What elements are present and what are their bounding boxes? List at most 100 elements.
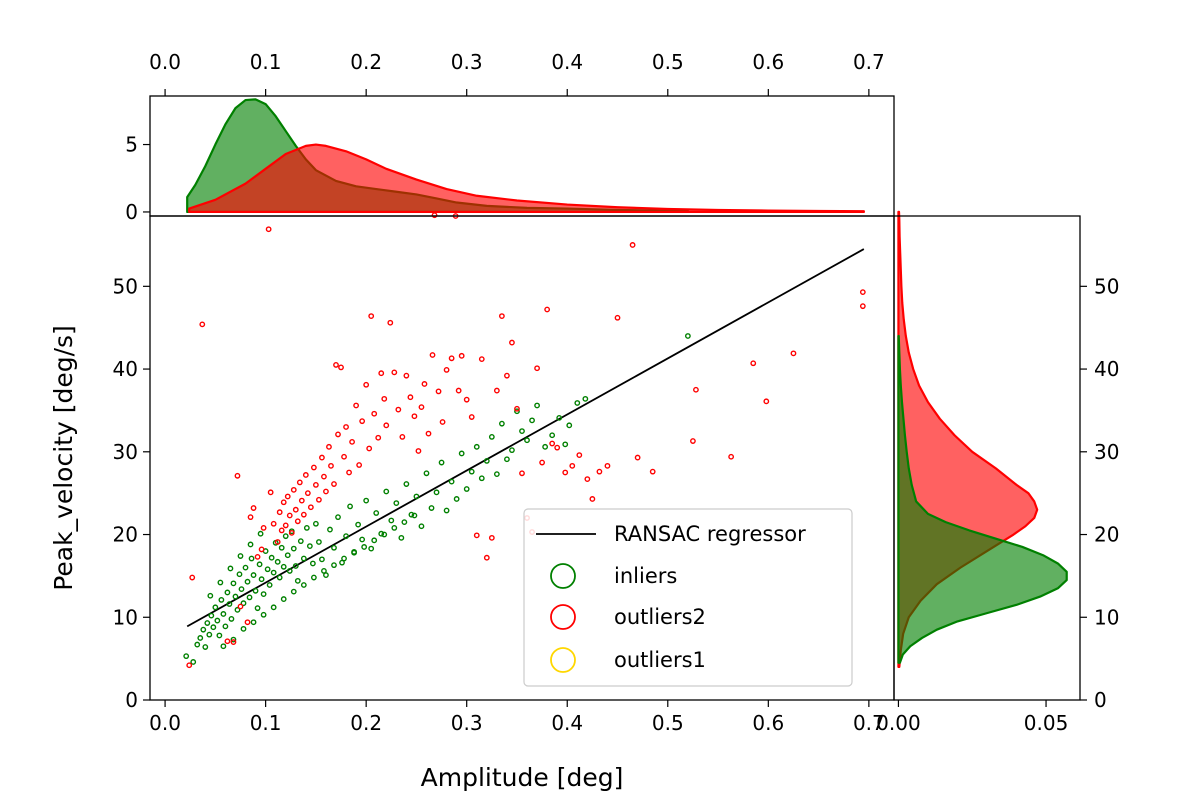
- scatter-point-inliers: [355, 521, 362, 528]
- y-tick-label: 20: [113, 523, 138, 547]
- scatter-point-inliers: [453, 496, 460, 502]
- scatter-point-inliers: [238, 586, 245, 593]
- scatter-point-inliers: [373, 510, 380, 516]
- scatter-point-inliers: [210, 624, 217, 631]
- right-y-ticks: 0 10 20 30 40 50: [1080, 274, 1119, 712]
- scatter-point-inliers: [234, 606, 241, 613]
- scatter-point-inliers: [335, 514, 341, 521]
- y-tick-label: 0: [125, 688, 138, 712]
- scatter-point-inliers: [413, 493, 420, 500]
- scatter-point-outliers2: [544, 306, 551, 313]
- scatter-point-outliers2: [519, 470, 525, 477]
- scatter-point-inliers: [242, 564, 249, 571]
- scatter-point-outliers2: [267, 489, 274, 496]
- scatter-point-inliers: [240, 625, 247, 632]
- top-y-tick-label: 0: [125, 200, 138, 224]
- scatter-point-inliers: [347, 503, 353, 510]
- scatter-point-inliers: [574, 400, 581, 406]
- scatter-point-inliers: [237, 553, 244, 559]
- scatter-point-inliers: [341, 555, 347, 562]
- scatter-point-inliers: [381, 531, 388, 538]
- scatter-point-outliers2: [258, 546, 265, 553]
- scatter-point-outliers2: [859, 289, 866, 296]
- scatter-point-inliers: [258, 576, 265, 583]
- scatter-point-outliers2: [278, 527, 285, 534]
- scatter-point-inliers: [361, 544, 368, 550]
- x-tick-label: 0.1: [250, 711, 282, 735]
- scatter-point-inliers: [246, 594, 253, 601]
- scatter-point-outliers2: [584, 476, 591, 482]
- scatter-point-inliers: [582, 395, 589, 402]
- scatter-point-outliers2: [333, 362, 339, 368]
- scatter-point-inliers: [208, 612, 215, 619]
- scatter-point-inliers: [566, 422, 573, 429]
- scatter-point-inliers: [443, 507, 450, 514]
- scatter-point-outliers2: [439, 419, 446, 425]
- scatter-point-inliers: [260, 611, 267, 618]
- scatter-point-inliers: [206, 631, 213, 638]
- scatter-point-outliers2: [554, 444, 561, 451]
- scatter-point-outliers2: [596, 468, 603, 475]
- scatter-point-outliers2: [407, 394, 414, 401]
- legend-marker-outliers2: [550, 604, 576, 630]
- scatter-point-inliers: [227, 565, 234, 572]
- scatter-point-outliers2: [690, 438, 696, 444]
- scatter-point-outliers2: [750, 360, 757, 367]
- scatter-point-outliers2: [290, 486, 297, 493]
- scatter-point-inliers: [290, 545, 297, 552]
- y-tick-label: 10: [113, 605, 138, 629]
- scatter-point-inliers: [244, 578, 251, 585]
- scatter-point-inliers: [316, 539, 322, 545]
- scatter-point-outliers2: [509, 339, 515, 346]
- scatter-point-inliers: [423, 470, 430, 477]
- right-y-tick-label: 10: [1094, 605, 1119, 629]
- scatter-point-inliers: [280, 596, 287, 602]
- x-tick-label: 0.7: [853, 711, 885, 735]
- scatter-point-outliers2: [539, 459, 546, 466]
- scatter-point-inliers: [207, 592, 214, 599]
- right-y-tick-label: 20: [1094, 523, 1119, 547]
- top-x-tick-label: 0.0: [149, 50, 181, 74]
- scatter-point-outliers2: [244, 619, 251, 626]
- scatter-point-inliers: [276, 574, 283, 581]
- ransac-regression-line: [186, 248, 865, 628]
- scatter-point-outliers2: [331, 481, 337, 487]
- legend-label-outliers2: outliers2: [614, 605, 706, 629]
- scatter-point-inliers: [290, 588, 297, 595]
- scatter-point-outliers2: [693, 386, 699, 393]
- scatter-point-inliers: [306, 543, 313, 550]
- scatter-point-outliers2: [468, 414, 475, 420]
- scatter-point-inliers: [368, 545, 375, 552]
- scatter-point-inliers: [331, 544, 337, 551]
- scatter-point-outliers2: [371, 410, 378, 417]
- scatter-point-outliers2: [415, 448, 422, 454]
- scatter-point-inliers: [294, 577, 301, 584]
- scatter-point-outliers2: [391, 369, 398, 376]
- scatter-point-outliers2: [458, 352, 465, 359]
- scatter-point-outliers2: [338, 364, 344, 371]
- scatter-point-inliers: [256, 561, 263, 568]
- right-y-tick-label: 30: [1094, 440, 1119, 464]
- scatter-point-inliers: [351, 549, 357, 556]
- scatter-point-inliers: [252, 587, 259, 594]
- legend-marker-outliers1: [550, 647, 576, 673]
- scatter-point-outliers2: [431, 212, 438, 219]
- scatter-point-inliers: [411, 512, 418, 519]
- scatter-point-outliers2: [292, 506, 299, 513]
- scatter-point-outliers2: [366, 445, 373, 452]
- scatter-point-outliers2: [326, 443, 332, 450]
- scatter-point-outliers2: [250, 505, 257, 511]
- scatter-point-inliers: [284, 552, 291, 559]
- scatter-point-inliers: [549, 432, 556, 439]
- scatter-point-outliers2: [230, 639, 237, 645]
- scatter-point-inliers: [218, 596, 225, 603]
- top-density-curves: [186, 98, 865, 214]
- scatter-point-inliers: [438, 459, 445, 466]
- scatter-point-outliers2: [425, 430, 432, 437]
- legend-box: [523, 508, 853, 687]
- scatter-point-inliers: [240, 600, 247, 607]
- scatter-point-outliers2: [247, 514, 254, 521]
- scatter-point-outliers2: [298, 497, 305, 504]
- scatter-point-outliers2: [349, 438, 355, 445]
- scatter-point-inliers: [220, 643, 227, 650]
